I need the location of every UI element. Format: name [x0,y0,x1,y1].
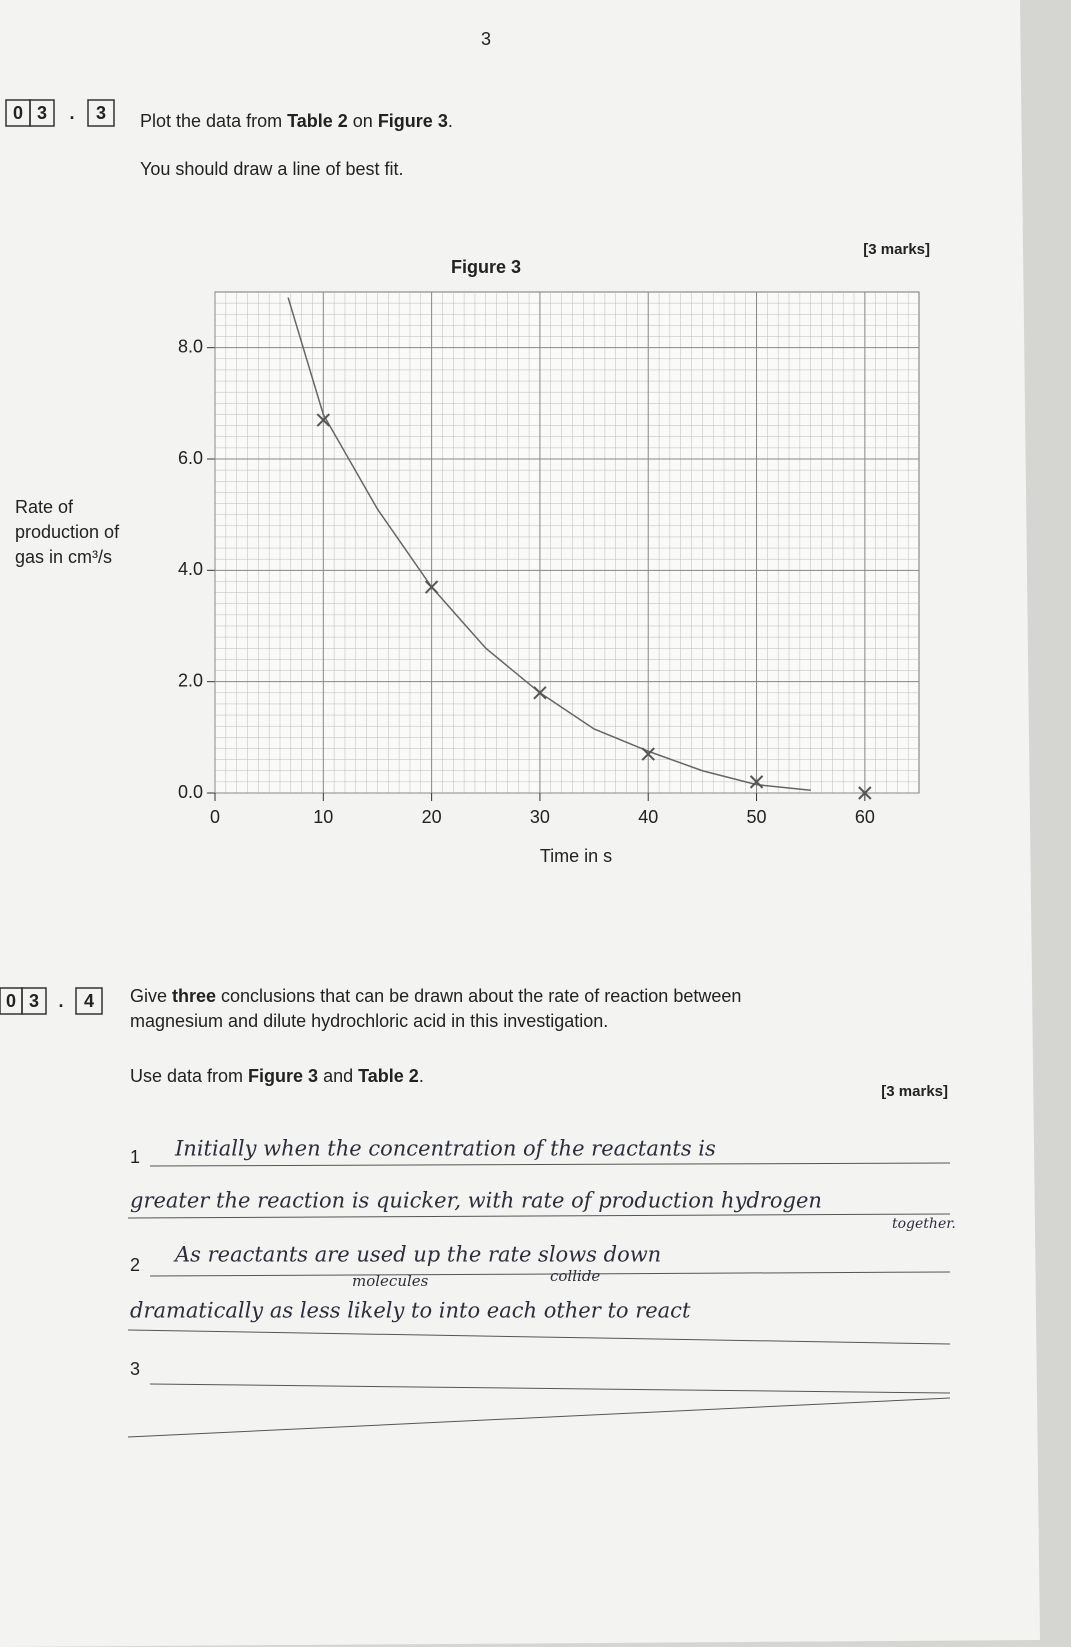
data-point [424,580,439,594]
number-box [87,99,115,127]
marks: [3 marks] [881,1083,948,1100]
y-axis-label: Rate of [15,497,74,517]
handwriting-insertion: molecules [352,1272,429,1290]
y-axis-label: production of [15,522,120,542]
text: . [419,1066,424,1086]
number-dot: . [58,991,63,1011]
cross-stroke [749,775,764,789]
question-number: 0 3 . 4 [0,987,103,1015]
answer-rule [149,1383,951,1394]
text: Use data from [130,1066,248,1086]
handwriting: dramatically as less likely to into each… [130,1299,691,1323]
y-axis-label: gas in cm³/s [15,547,112,567]
x-tick-label: 50 [747,807,767,827]
y-tick-label: 0.0 [178,782,203,802]
text: three [172,986,216,1006]
page-number: 3 [481,29,491,49]
answer-number: 3 [130,1359,140,1379]
marks: [3 marks] [863,241,930,258]
answer-rule [149,1271,951,1277]
answer-rule [127,1329,951,1345]
number-digit: 3 [29,991,39,1011]
y-tick-label: 8.0 [178,336,203,356]
number-dot: . [69,103,74,123]
note: You should draw a line of best fit. [140,159,404,179]
prompt: Give three conclusions that can be drawn… [130,986,741,1006]
cross-stroke [424,580,439,594]
data-point [316,413,331,427]
text: Figure 3 [378,111,448,131]
question-number: 0 3 . 3 [5,99,115,127]
text: and [318,1066,358,1086]
y-tick-label: 4.0 [178,559,203,579]
number-digit: 0 [6,991,16,1011]
cross-stroke [641,747,655,761]
data-point [749,775,764,789]
data-point [641,747,655,761]
x-tick-label: 10 [313,807,333,827]
answer-rule [149,1162,951,1167]
handwriting: As reactants are used up the rate slows … [173,1243,661,1267]
text: Figure 3 [248,1066,318,1086]
number-box [21,987,47,1015]
handwriting-insertion: together. [892,1216,956,1232]
x-tick-label: 30 [530,807,550,827]
answer-number: 1 [130,1147,140,1167]
data-point [533,686,547,700]
prompt: magnesium and dilute hydrochloric acid i… [130,1011,608,1031]
x-tick-label: 0 [210,807,220,827]
answer-number: 2 [130,1255,140,1275]
cross-stroke [316,413,331,427]
x-tick-label: 60 [855,807,875,827]
text: Table 2 [287,111,348,131]
chart: 0.0 2.0 4.0 6.0 8.0 0 10 20 30 40 50 60 [178,291,920,827]
text: . [448,111,453,131]
instruction: Plot the data from Table 2 on Figure 3. [140,111,453,131]
handwriting: Initially when the concentration of the … [174,1137,716,1161]
cross-stroke [533,686,547,700]
handwriting: greater the reaction is quicker, with ra… [130,1189,822,1213]
text: conclusions that can be drawn about the … [216,986,741,1006]
instruction: Use data from Figure 3 and Table 2. [130,1066,424,1086]
number-digit: 4 [84,991,94,1011]
data-point [858,786,872,800]
y-tick-label: 2.0 [178,670,203,690]
text: on [348,111,378,131]
x-axis-label: Time in s [540,846,612,866]
number-digit: 0 [13,103,23,123]
answer-rule [127,1213,951,1219]
answer-lines [127,1162,951,1438]
text: Plot the data from [140,111,287,131]
number-digit: 3 [37,103,47,123]
text: Give [130,986,172,1006]
cross-stroke [858,786,872,800]
x-tick-label: 20 [422,807,442,827]
chart-title: Figure 3 [451,257,521,277]
number-box [75,987,103,1015]
answer-rule [127,1397,951,1438]
handwriting-insertion: collide [550,1267,600,1285]
y-tick-label: 6.0 [178,448,203,468]
number-box [29,99,55,127]
number-digit: 3 [96,103,106,123]
x-tick-label: 40 [638,807,658,827]
plot-area [214,291,920,794]
text: Table 2 [358,1066,419,1086]
